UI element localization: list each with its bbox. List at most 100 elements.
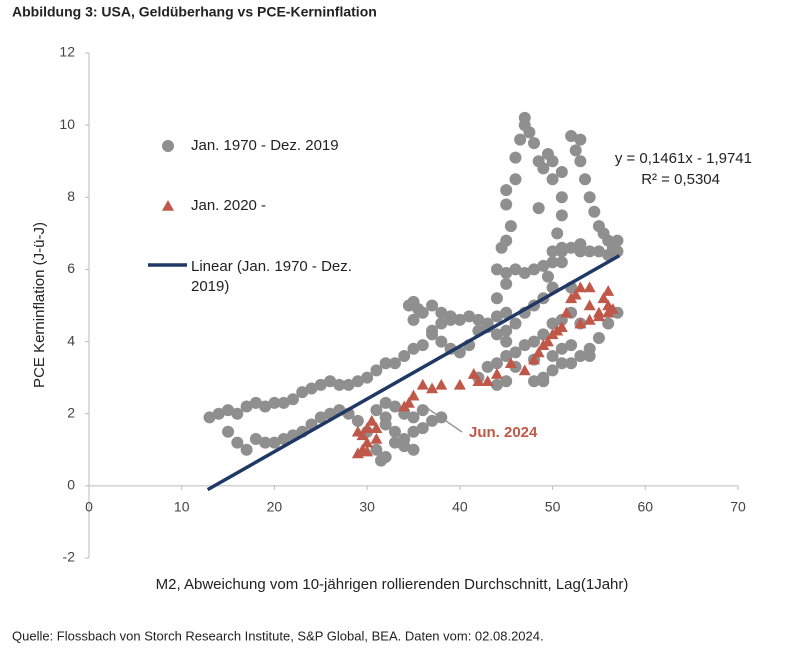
point bbox=[388, 436, 401, 449]
point bbox=[467, 368, 480, 379]
point bbox=[203, 411, 216, 424]
point bbox=[490, 328, 503, 341]
point bbox=[500, 306, 513, 319]
point bbox=[435, 411, 448, 424]
point bbox=[490, 368, 503, 379]
point bbox=[240, 400, 253, 413]
point bbox=[398, 440, 411, 453]
x-tick-label: 10 bbox=[174, 499, 190, 515]
point bbox=[370, 432, 383, 444]
point bbox=[583, 245, 596, 258]
point bbox=[351, 425, 364, 437]
point bbox=[602, 285, 615, 296]
point bbox=[583, 281, 596, 293]
point bbox=[518, 267, 531, 280]
point bbox=[574, 350, 587, 362]
point bbox=[351, 375, 364, 388]
x-tick-label: 70 bbox=[730, 499, 746, 515]
point bbox=[277, 396, 290, 409]
point bbox=[518, 111, 531, 124]
point bbox=[528, 137, 541, 150]
point bbox=[277, 432, 290, 445]
point bbox=[333, 378, 346, 391]
point bbox=[500, 234, 513, 247]
y-tick-label: 4 bbox=[67, 332, 75, 348]
point bbox=[490, 310, 503, 323]
y-tick-label: 12 bbox=[59, 44, 75, 60]
point bbox=[537, 328, 550, 341]
point bbox=[555, 357, 568, 370]
point bbox=[416, 378, 429, 390]
point bbox=[416, 422, 429, 435]
point bbox=[509, 151, 522, 164]
x-tick-label: 40 bbox=[452, 499, 468, 515]
legend-label: Linear (Jan. 1970 - Dez. 2019) bbox=[191, 258, 352, 295]
point bbox=[611, 234, 624, 247]
point bbox=[546, 364, 559, 377]
point bbox=[388, 400, 401, 413]
point bbox=[574, 155, 587, 168]
point bbox=[583, 313, 596, 325]
x-tick-label: 30 bbox=[359, 499, 375, 515]
point bbox=[509, 346, 522, 359]
point bbox=[592, 331, 605, 344]
point bbox=[500, 324, 513, 337]
point bbox=[555, 321, 568, 332]
point bbox=[523, 126, 536, 139]
point bbox=[231, 407, 244, 420]
point bbox=[546, 245, 559, 258]
point bbox=[435, 378, 448, 390]
point bbox=[481, 360, 494, 373]
point bbox=[268, 396, 281, 409]
point bbox=[416, 339, 429, 352]
point bbox=[500, 198, 513, 211]
point bbox=[555, 241, 568, 254]
point bbox=[240, 443, 253, 456]
point bbox=[565, 129, 578, 142]
y-tick-label: 8 bbox=[67, 188, 75, 204]
y-tick-label: -2 bbox=[63, 549, 76, 565]
point bbox=[453, 313, 466, 326]
point bbox=[379, 418, 392, 431]
point bbox=[370, 364, 383, 377]
point bbox=[435, 306, 448, 319]
point bbox=[528, 375, 541, 388]
point bbox=[546, 350, 559, 362]
point bbox=[351, 414, 364, 427]
point bbox=[407, 313, 420, 326]
point bbox=[259, 436, 272, 449]
x-tick-label: 50 bbox=[545, 499, 561, 515]
point bbox=[555, 166, 568, 179]
point bbox=[574, 238, 587, 251]
point bbox=[569, 144, 582, 157]
y-tick-label: 2 bbox=[67, 404, 75, 420]
point bbox=[435, 317, 448, 330]
point bbox=[249, 396, 262, 409]
point bbox=[555, 256, 568, 269]
annotation: Jun. 2024 bbox=[469, 424, 538, 441]
point bbox=[388, 357, 401, 370]
point bbox=[532, 346, 545, 358]
point bbox=[379, 357, 392, 370]
point bbox=[546, 256, 559, 269]
x-axis-title: M2, Abweichung vom 10-jährigen rollieren… bbox=[156, 576, 629, 593]
point bbox=[426, 299, 439, 312]
x-tick-label: 20 bbox=[267, 499, 283, 515]
point bbox=[324, 375, 337, 388]
point bbox=[361, 422, 374, 433]
point bbox=[546, 317, 559, 330]
point bbox=[500, 335, 513, 348]
point bbox=[500, 277, 513, 290]
point bbox=[407, 443, 420, 456]
point bbox=[500, 375, 513, 388]
point bbox=[472, 375, 485, 387]
point bbox=[222, 425, 235, 438]
point bbox=[402, 396, 415, 408]
equation: y = 0,1461x - 1,9741 bbox=[615, 150, 752, 167]
point bbox=[509, 317, 522, 330]
point bbox=[541, 335, 554, 347]
point bbox=[259, 400, 272, 413]
point bbox=[361, 436, 374, 448]
y-axis-title: PCE Kerninflation (J-ü-J) bbox=[31, 222, 48, 388]
point bbox=[565, 339, 578, 352]
